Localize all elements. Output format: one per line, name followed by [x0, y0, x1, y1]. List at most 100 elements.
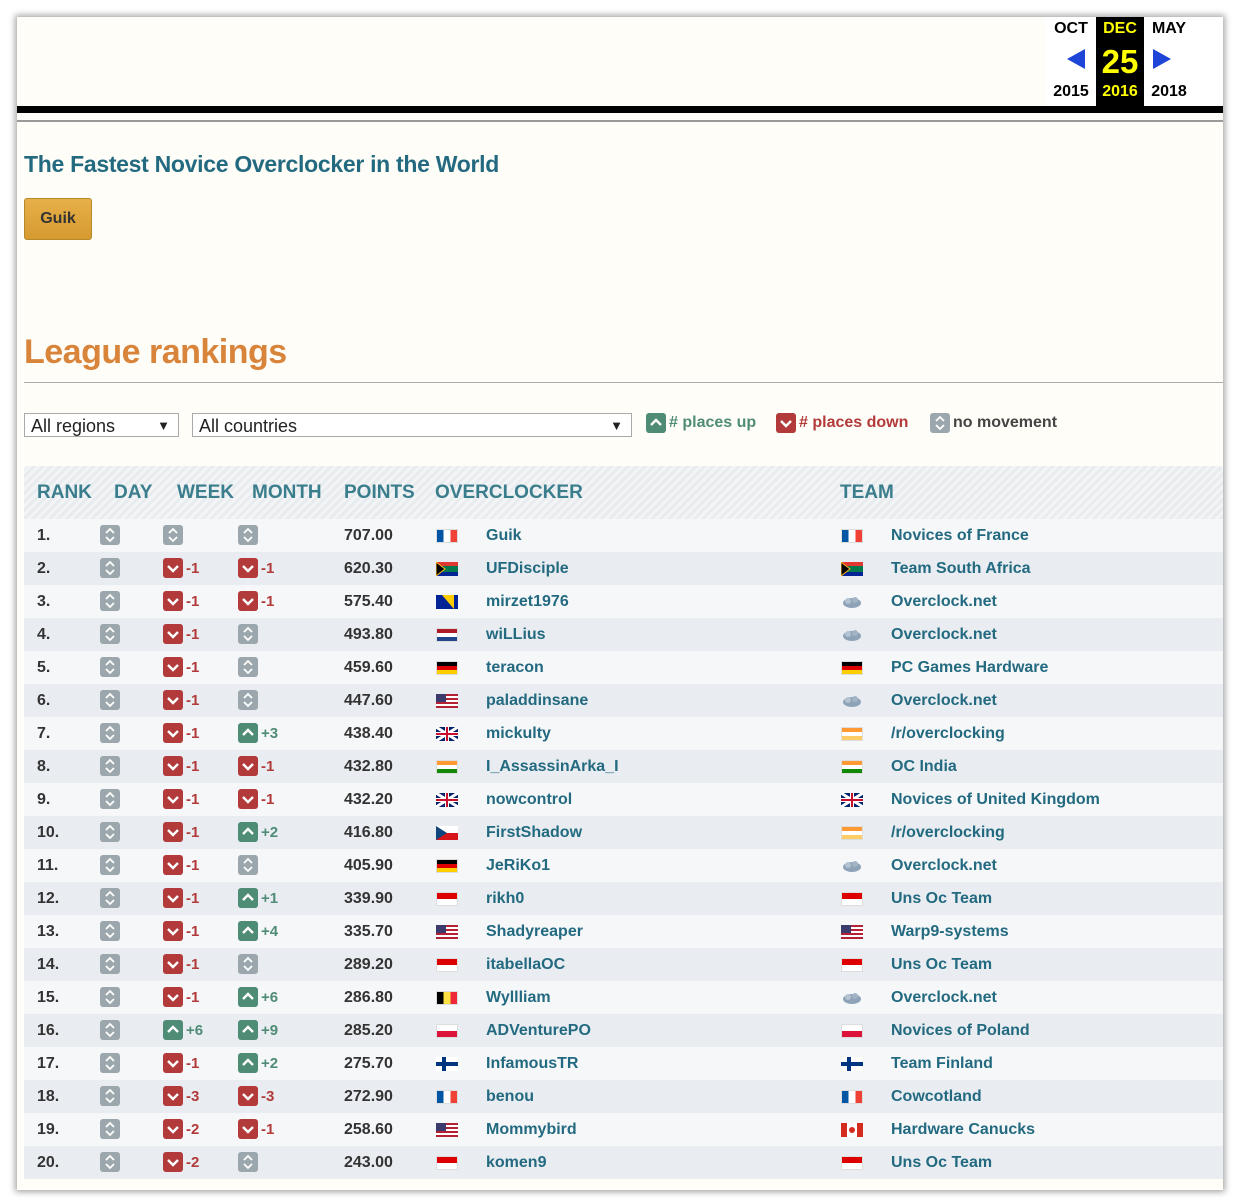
team-link[interactable]: Uns Oc Team	[891, 1154, 993, 1171]
movement-icon	[100, 822, 120, 842]
movement-icon	[100, 954, 120, 974]
overclocker-link[interactable]: paladdinsane	[486, 692, 589, 709]
movement-icon	[163, 756, 183, 776]
column-header: DAY	[114, 482, 153, 503]
overclocker-link[interactable]: Wyllliam	[486, 989, 551, 1006]
next-arrow[interactable]	[1151, 48, 1173, 70]
team-link[interactable]: Uns Oc Team	[891, 956, 993, 973]
points: 438.40	[344, 725, 393, 742]
week-change: -1	[186, 956, 200, 973]
chevron	[167, 763, 179, 771]
team-link[interactable]: Warp9-systems	[891, 923, 1009, 940]
overclocker-link[interactable]: I_AssassinArka_I	[486, 758, 619, 775]
team-link[interactable]: Cowcotland	[891, 1088, 982, 1105]
table-row: 1. 707.00 Guik Novices of France	[24, 519, 1223, 552]
flag-icon	[436, 1024, 458, 1038]
chevron	[168, 527, 178, 543]
team-link[interactable]: Overclock.net	[891, 857, 997, 874]
movement-icon	[776, 413, 796, 433]
region-select[interactable]: All regions ▼	[24, 413, 179, 437]
prev-month[interactable]: OCT	[1054, 20, 1088, 37]
overclocker-link[interactable]: benou	[486, 1088, 534, 1105]
next-month[interactable]: MAY	[1151, 20, 1187, 37]
flag-icon	[436, 958, 458, 972]
team-link[interactable]: PC Games Hardware	[891, 659, 1049, 676]
prev-arrow[interactable]	[1065, 48, 1087, 70]
team-link[interactable]: Novices of France	[891, 527, 1029, 544]
team-link[interactable]: OC India	[891, 758, 957, 775]
overclocker-link[interactable]: teracon	[486, 659, 544, 676]
flag-art	[436, 925, 458, 939]
team-link[interactable]: Overclock.net	[891, 989, 997, 1006]
flag-icon	[841, 661, 863, 675]
points: 707.00	[344, 527, 393, 544]
week-change: -1	[186, 890, 200, 907]
rank: 18.	[37, 1088, 60, 1105]
team-link[interactable]: Hardware Canucks	[891, 1121, 1036, 1138]
team-link[interactable]: Uns Oc Team	[891, 890, 993, 907]
movement-icon	[238, 1053, 258, 1073]
overclocker-link[interactable]: komen9	[486, 1154, 547, 1171]
rank: 13.	[37, 923, 60, 940]
team-link[interactable]: Overclock.net	[891, 593, 997, 610]
team-link[interactable]: Overclock.net	[891, 626, 997, 643]
team-link[interactable]: Novices of United Kingdom	[891, 791, 1100, 808]
overclocker-link[interactable]: UFDisciple	[486, 560, 569, 577]
chevron	[105, 923, 115, 939]
team-link[interactable]: /r/overclocking	[891, 725, 1005, 742]
chevron	[780, 420, 792, 428]
points: 459.60	[344, 659, 393, 676]
overclocker-link[interactable]: Guik	[486, 527, 522, 544]
chevron	[105, 1022, 115, 1038]
table-row: 3. -1 -1 575.40 mirzet1976 Overclock.net	[24, 585, 1223, 618]
chevron	[105, 890, 115, 906]
movement-icon	[238, 921, 258, 941]
overclocker-link[interactable]: nowcontrol	[486, 791, 573, 808]
chevron	[167, 1159, 179, 1167]
overclocker-link[interactable]: JeRiKo1	[486, 857, 551, 874]
section-heading: League rankings	[24, 333, 287, 371]
team-link[interactable]: /r/overclocking	[891, 824, 1005, 841]
team-link[interactable]: Team South Africa	[891, 560, 1031, 577]
movement-icon	[100, 657, 120, 677]
overclocker-link[interactable]: itabellaOC	[486, 956, 566, 973]
team-link[interactable]: Novices of Poland	[891, 1022, 1030, 1039]
points: 285.20	[344, 1022, 393, 1039]
month-change: +2	[261, 824, 279, 841]
overclocker-link[interactable]: mirzet1976	[486, 593, 569, 610]
month-change: +3	[261, 725, 279, 742]
chevron	[242, 763, 254, 771]
points: 289.20	[344, 956, 393, 973]
flag-icon	[841, 1156, 863, 1170]
column-header: POINTS	[344, 482, 415, 503]
legend-label: # places down	[799, 414, 909, 431]
overclocker-link[interactable]: FirstShadow	[486, 824, 583, 841]
rank: 7.	[37, 725, 51, 742]
legend-label: no movement	[953, 414, 1058, 431]
month-change: -1	[261, 1121, 275, 1138]
overclocker-link[interactable]: Shadyreaper	[486, 923, 583, 940]
chevron	[242, 565, 254, 573]
flag-art	[841, 1123, 863, 1137]
points: 286.80	[344, 989, 393, 1006]
overclocker-link[interactable]: rikh0	[486, 890, 525, 907]
overclocker-link[interactable]: ADVenturePO	[486, 1022, 591, 1039]
movement-icon	[100, 888, 120, 908]
overclocker-link[interactable]: Mommybird	[486, 1121, 577, 1138]
winner-button[interactable]: Guik	[24, 198, 92, 240]
chevron	[105, 857, 115, 873]
month-change: +9	[261, 1022, 279, 1039]
table-row: 14. -1 289.20 itabellaOC Uns Oc Team	[24, 948, 1223, 981]
next-year[interactable]: 2018	[1151, 83, 1187, 100]
chevron	[242, 796, 254, 804]
flag-icon	[841, 1090, 863, 1104]
flag-art	[843, 630, 861, 641]
overclocker-link[interactable]: wiLLius	[486, 626, 546, 643]
country-select[interactable]: All countries ▼	[192, 413, 632, 437]
prev-year[interactable]: 2015	[1053, 83, 1089, 100]
overclocker-link[interactable]: mickulty	[486, 725, 551, 742]
team-link[interactable]: Team Finland	[891, 1055, 993, 1072]
team-link[interactable]: Overclock.net	[891, 692, 997, 709]
overclocker-link[interactable]: InfamousTR	[486, 1055, 579, 1072]
movement-icon	[163, 987, 183, 1007]
